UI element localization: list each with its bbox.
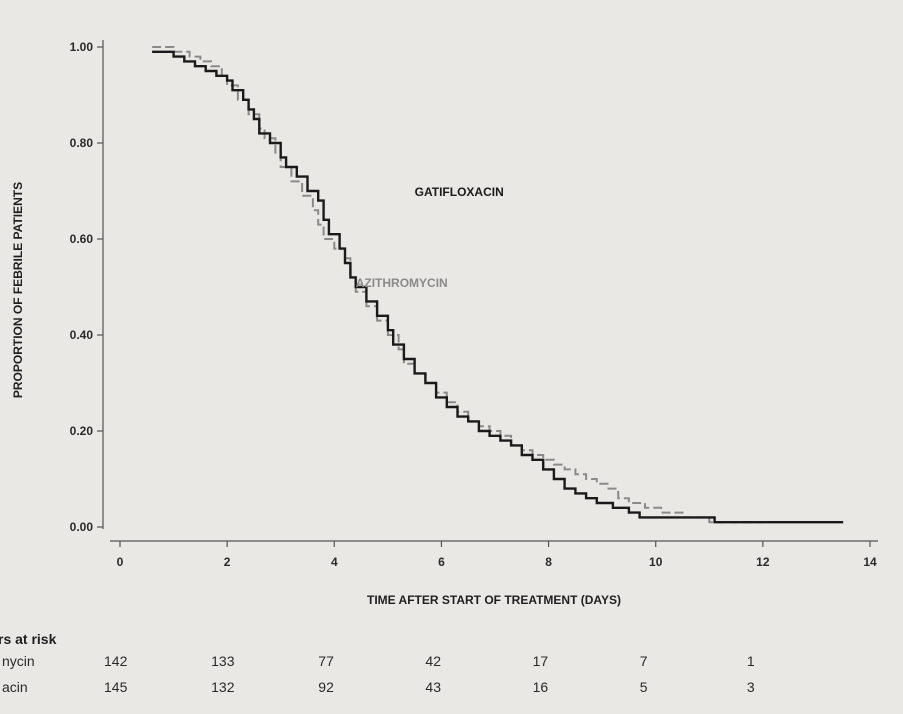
risk-row-label: acin xyxy=(2,679,28,695)
risk-row-label: nycin xyxy=(2,653,35,669)
y-tick-label: 0.40 xyxy=(70,328,94,342)
y-tick-label: 0.80 xyxy=(70,136,94,150)
x-tick-label: 10 xyxy=(649,555,663,569)
series-lines xyxy=(152,46,844,524)
risk-cell: 43 xyxy=(425,679,441,695)
series-line-gatifloxacin xyxy=(152,50,844,524)
risk-cell: 1 xyxy=(747,653,755,669)
annotations: GATIFLOXACIN AZITHROMYCIN xyxy=(356,185,504,290)
x-tick-label: 0 xyxy=(117,555,124,569)
risk-cell: 3 xyxy=(747,679,755,695)
y-axis-label: PROPORTION OF FEBRILE PATIENTS xyxy=(11,182,25,398)
risk-cell: 7 xyxy=(640,653,648,669)
risk-cell: 142 xyxy=(104,653,128,669)
risk-cell: 16 xyxy=(533,679,549,695)
y-tick-label: 1.00 xyxy=(70,40,94,54)
x-axis-label: TIME AFTER START OF TREATMENT (DAYS) xyxy=(367,593,621,607)
risk-cell: 77 xyxy=(318,653,334,669)
risk-cell: 132 xyxy=(211,679,235,695)
risk-cell: 17 xyxy=(533,653,549,669)
series-annotation: GATIFLOXACIN xyxy=(415,185,504,199)
axes: 0.00 0.20 0.40 0.60 0.80 1.00 0 2 4 6 8 10 12 14 xyxy=(70,40,878,569)
risk-cell: 145 xyxy=(104,679,128,695)
x-tick-label: 8 xyxy=(545,555,552,569)
y-tick-label: 0.00 xyxy=(70,520,94,534)
x-tick-label: 4 xyxy=(331,555,338,569)
risk-cell: 5 xyxy=(640,679,648,695)
risk-cell: 92 xyxy=(318,679,334,695)
x-tick-label: 6 xyxy=(438,555,445,569)
x-tick-label: 2 xyxy=(224,555,231,569)
x-tick-label: 14 xyxy=(863,555,877,569)
x-tick-label: 12 xyxy=(756,555,770,569)
risk-cell: 42 xyxy=(425,653,441,669)
series-annotation: AZITHROMYCIN xyxy=(356,276,448,290)
y-tick-label: 0.60 xyxy=(70,232,94,246)
risk-cell: 133 xyxy=(211,653,235,669)
y-tick-label: 0.20 xyxy=(70,424,94,438)
risk-table-title: rs at risk xyxy=(0,631,57,647)
numbers-at-risk-table: rs at risk nycin 142 133 77 42 17 7 1 acin 145 132… xyxy=(0,631,755,695)
series-line-azithromycin xyxy=(152,46,763,524)
